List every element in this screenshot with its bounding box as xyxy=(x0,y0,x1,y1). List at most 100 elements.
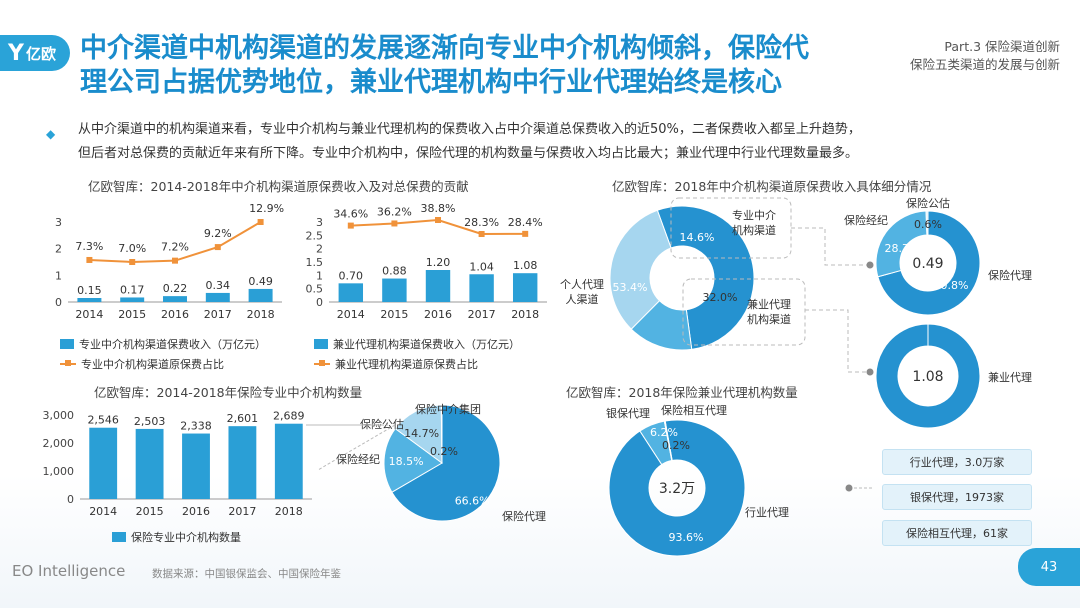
legend-text: 专业中介机构渠道保费收入（万亿元） xyxy=(79,338,266,351)
line-value-label: 9.2% xyxy=(204,227,232,240)
x-tick-label: 2018 xyxy=(511,308,539,321)
bar-value-label: 2,546 xyxy=(87,414,119,427)
connector-dot xyxy=(866,261,874,269)
bar xyxy=(274,423,303,499)
line-value-label: 28.4% xyxy=(508,216,543,229)
logo-text: 亿欧 xyxy=(25,44,56,63)
bar xyxy=(89,427,118,499)
donut-label: 保险相互代理 xyxy=(661,403,727,417)
bar xyxy=(182,433,210,499)
bullet-line-1: 从中介渠道中的机构渠道来看，专业中介机构与兼业代理机构的保费收入占中介渠道总保费… xyxy=(78,122,861,137)
bar-value-label: 0.88 xyxy=(382,265,407,278)
slide-title: 中介渠道中机构渠道的发展逐渐向专业中介机构倾斜，保险代 理公司占据优势地位，兼业… xyxy=(80,32,840,100)
donut-center-value: 3.2万 xyxy=(659,481,695,497)
donut-label: 保险公估 xyxy=(906,196,950,210)
highlight-box xyxy=(670,197,792,259)
donut-label: 保险公估 xyxy=(360,417,404,431)
donut-center-value: 0.49 xyxy=(912,256,943,272)
donut8-slice xyxy=(663,420,673,462)
bar-value-label: 2,338 xyxy=(180,420,212,433)
pie4-slice xyxy=(383,427,443,493)
chart-intermediary-count: 0 1,000 2,000 3,000 2,546 2014 2,503 2015 2,338 2… xyxy=(43,409,312,518)
part-subtitle: 保险五类渠道的发展与创新 xyxy=(909,57,1060,72)
donut-label: 银保代理 xyxy=(606,406,650,420)
donut-label: 70.8% xyxy=(934,279,969,292)
bar xyxy=(77,298,102,302)
bar xyxy=(248,288,273,302)
donut5-slice xyxy=(656,205,755,350)
donut8-slice xyxy=(608,419,746,557)
chart-concurrent-agency: 00.511.522.53 0.70 2014 0.88 2015 1.20 2016 1.0… xyxy=(306,202,547,321)
x-tick-label: 2016 xyxy=(161,308,189,321)
bar xyxy=(163,296,187,302)
x-tick-label: 2017 xyxy=(468,308,496,321)
diamond-icon: ◆ xyxy=(46,127,56,141)
x-tick-label: 2015 xyxy=(380,308,408,321)
y-tick-label: 2.5 xyxy=(306,229,324,242)
donut-label: 14.7% xyxy=(404,427,439,440)
x-tick-label: 2014 xyxy=(75,308,103,321)
legend-swatch xyxy=(60,360,76,366)
y-tick-label: 3 xyxy=(316,216,323,229)
bar-value-label: 0.22 xyxy=(163,282,188,295)
summary-bullet: ◆ 从中介渠道中的机构渠道来看，专业中介机构与兼业代理机构的保费收入占中介渠道总… xyxy=(46,118,1050,166)
connector-dot xyxy=(845,484,853,492)
bar xyxy=(512,273,538,302)
connector-line xyxy=(805,309,870,373)
x-tick-label: 2018 xyxy=(247,308,275,321)
donut-label: 保险经纪 xyxy=(336,452,380,466)
x-tick-label: 2017 xyxy=(228,505,256,518)
y-tick-label: 2 xyxy=(55,243,62,256)
chart1-title: 亿欧智库：2014-2018年中介机构渠道原保费收入及对总保费的贡献 xyxy=(88,179,469,194)
y-tick-label: 1,000 xyxy=(43,465,75,478)
legend-line-1: 专业中介机构渠道原保费占比 xyxy=(60,356,224,372)
y-tick-label: 1 xyxy=(55,269,62,282)
line-point xyxy=(214,244,221,251)
legend-swatch xyxy=(60,339,74,349)
legend-text: 保险专业中介机构数量 xyxy=(131,531,241,544)
legend-bar-3: 保险专业中介机构数量 xyxy=(112,529,241,545)
donut-label: 14.6% xyxy=(680,231,715,244)
line-point xyxy=(478,231,485,237)
bar-value-label: 0.49 xyxy=(248,275,273,288)
donut-label: 专业中介 xyxy=(732,208,776,222)
bar-value-label: 0.70 xyxy=(339,269,364,282)
bar-value-label: 1.04 xyxy=(469,260,494,273)
yiou-logo: Y 亿欧 xyxy=(0,35,70,71)
x-tick-label: 2015 xyxy=(118,308,146,321)
donut-label: 0.2% xyxy=(430,445,458,458)
y-tick-label: 2,000 xyxy=(43,437,75,450)
chart3-title: 亿欧智库：2014-2018年保险专业中介机构数量 xyxy=(94,385,363,400)
donut-label: 机构渠道 xyxy=(747,312,791,326)
footer-brand: EO Intelligence xyxy=(12,562,126,580)
donut6-slice xyxy=(925,210,929,236)
donut5-slice xyxy=(609,209,672,330)
line-value-label: 34.6% xyxy=(333,208,368,221)
legend-line-2: 兼业代理机构渠道原保费占比 xyxy=(314,356,478,372)
bar-value-label: 2,601 xyxy=(227,412,259,425)
chart8-title: 亿欧智库：2018年保险兼业代理机构数量 xyxy=(566,385,798,400)
y-tick-label: 0 xyxy=(67,493,74,506)
line-value-label: 36.2% xyxy=(377,205,412,218)
chart5-title: 亿欧智库：2018年中介机构渠道原保费收入具体细分情况 xyxy=(612,179,932,194)
line-point xyxy=(435,217,441,223)
bar-value-label: 1.20 xyxy=(426,256,451,269)
donut-label: 6.2% xyxy=(650,426,678,439)
legend-text: 专业中介机构渠道原保费占比 xyxy=(81,358,224,371)
y-tick-label: 1 xyxy=(316,269,323,282)
donut-label: 28.7% xyxy=(885,242,920,255)
legend-bar-2: 兼业代理机构渠道保费收入（万亿元） xyxy=(314,336,520,352)
legend-bar-1: 专业中介机构渠道保费收入（万亿元） xyxy=(60,336,266,352)
x-tick-label: 2018 xyxy=(275,505,303,518)
donut-label: 兼业代理 xyxy=(988,371,1032,384)
x-tick-label: 2014 xyxy=(89,505,117,518)
line-point xyxy=(257,219,264,225)
line-point xyxy=(86,256,93,263)
y-tick-label: 3,000 xyxy=(43,409,75,422)
bar-value-label: 2,503 xyxy=(134,415,166,428)
bar xyxy=(120,297,145,302)
donut-label: 保险中介集团 xyxy=(415,402,481,416)
line-value-label: 38.8% xyxy=(421,202,456,215)
legend-text: 兼业代理机构渠道保费收入（万亿元） xyxy=(333,338,520,351)
bar xyxy=(382,278,407,302)
